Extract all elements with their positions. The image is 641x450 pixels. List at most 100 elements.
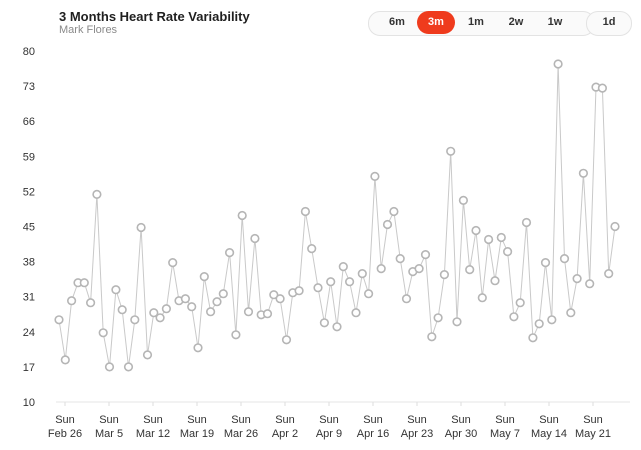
data-point[interactable] — [610, 221, 620, 232]
data-point[interactable] — [547, 315, 557, 325]
data-point[interactable] — [60, 355, 70, 365]
data-point[interactable] — [85, 298, 96, 308]
data-point[interactable] — [585, 279, 595, 289]
data-point[interactable] — [540, 258, 551, 268]
data-point[interactable] — [496, 232, 506, 243]
data-point[interactable] — [471, 225, 481, 236]
data-point[interactable] — [389, 206, 399, 217]
x-tick-label-day: Sun — [55, 414, 75, 426]
data-point[interactable] — [465, 265, 475, 275]
data-point[interactable] — [503, 247, 513, 257]
range-selector-day-group — [586, 11, 632, 36]
data-point[interactable] — [142, 350, 153, 360]
data-point[interactable] — [559, 254, 570, 264]
range-6m-button[interactable]: 6m — [389, 16, 405, 28]
data-point[interactable] — [54, 315, 64, 325]
data-point[interactable] — [484, 234, 494, 245]
data-point[interactable] — [66, 296, 77, 306]
y-tick-label: 45 — [23, 222, 35, 234]
x-tick-label-date: May 21 — [575, 428, 611, 440]
data-point[interactable] — [528, 333, 538, 343]
x-tick-label-day: Sun — [319, 414, 339, 426]
data-point[interactable] — [338, 262, 348, 272]
data-point[interactable] — [401, 294, 412, 304]
y-tick-label: 10 — [23, 397, 35, 409]
range-1m-button[interactable]: 1m — [468, 16, 484, 28]
data-point[interactable] — [206, 307, 216, 317]
data-point[interactable] — [515, 298, 525, 308]
data-point[interactable] — [275, 294, 285, 304]
data-point[interactable] — [578, 168, 589, 178]
x-tick-label-date: May 14 — [531, 428, 567, 440]
data-point[interactable] — [452, 317, 462, 327]
data-point[interactable] — [521, 217, 532, 228]
data-point[interactable] — [446, 146, 456, 156]
data-point[interactable] — [395, 254, 405, 264]
data-point[interactable] — [597, 83, 608, 93]
data-point[interactable] — [364, 289, 374, 299]
data-point[interactable] — [269, 290, 279, 300]
data-point[interactable] — [79, 278, 89, 288]
range-2w-button[interactable]: 2w — [508, 16, 524, 28]
data-point[interactable] — [300, 206, 311, 217]
data-point[interactable] — [225, 248, 235, 258]
data-point[interactable] — [307, 244, 317, 254]
data-point[interactable] — [212, 297, 222, 307]
data-point[interactable] — [553, 59, 563, 69]
data-point[interactable] — [262, 309, 273, 319]
data-point[interactable] — [534, 319, 544, 329]
data-point[interactable] — [326, 277, 336, 287]
x-tick-label-date: Mar 5 — [95, 428, 123, 440]
data-point[interactable] — [187, 302, 197, 312]
data-point[interactable] — [294, 286, 304, 296]
data-point[interactable] — [420, 250, 431, 260]
data-point[interactable] — [168, 258, 178, 268]
data-point[interactable] — [136, 222, 146, 233]
data-point[interactable] — [490, 276, 500, 286]
data-point[interactable] — [477, 293, 487, 303]
data-point[interactable] — [237, 210, 247, 221]
data-point[interactable] — [357, 269, 367, 279]
range-1w-button[interactable]: 1w — [547, 16, 563, 28]
data-point[interactable] — [376, 264, 386, 274]
x-tick-label-date: Apr 23 — [401, 428, 433, 440]
data-point[interactable] — [433, 313, 443, 323]
data-point[interactable] — [458, 195, 469, 205]
data-point[interactable] — [382, 219, 393, 230]
data-point[interactable] — [123, 362, 134, 372]
range-1d-button[interactable]: 1d — [602, 16, 616, 28]
data-point[interactable] — [117, 305, 127, 315]
data-point[interactable] — [604, 269, 614, 279]
data-point[interactable] — [566, 308, 576, 318]
data-point[interactable] — [155, 313, 165, 323]
data-point[interactable] — [180, 294, 190, 304]
data-point[interactable] — [439, 270, 450, 280]
data-point[interactable] — [130, 315, 140, 325]
data-point[interactable] — [313, 283, 323, 293]
data-point[interactable] — [92, 189, 102, 199]
data-point[interactable] — [218, 289, 228, 299]
x-tick-label-day: Sun — [99, 414, 119, 426]
data-point[interactable] — [98, 328, 108, 338]
data-point[interactable] — [414, 264, 424, 274]
range-3m-button[interactable]: 3m — [417, 11, 455, 34]
data-point[interactable] — [193, 343, 203, 353]
data-point[interactable] — [199, 272, 209, 282]
data-point[interactable] — [427, 332, 437, 342]
data-point[interactable] — [351, 308, 361, 318]
data-point[interactable] — [231, 330, 241, 340]
data-point[interactable] — [509, 312, 519, 322]
data-point[interactable] — [319, 318, 330, 328]
data-point[interactable] — [332, 322, 342, 332]
data-point[interactable] — [243, 307, 254, 317]
data-point[interactable] — [111, 285, 121, 295]
data-point[interactable] — [345, 277, 355, 287]
data-point[interactable] — [149, 308, 159, 318]
data-point[interactable] — [250, 233, 260, 244]
data-point[interactable] — [281, 335, 292, 345]
chart-title: 3 Months Heart Rate Variability — [59, 9, 250, 24]
data-point[interactable] — [572, 274, 582, 284]
data-point[interactable] — [161, 304, 171, 314]
data-point[interactable] — [104, 362, 115, 372]
data-point[interactable] — [370, 171, 380, 181]
